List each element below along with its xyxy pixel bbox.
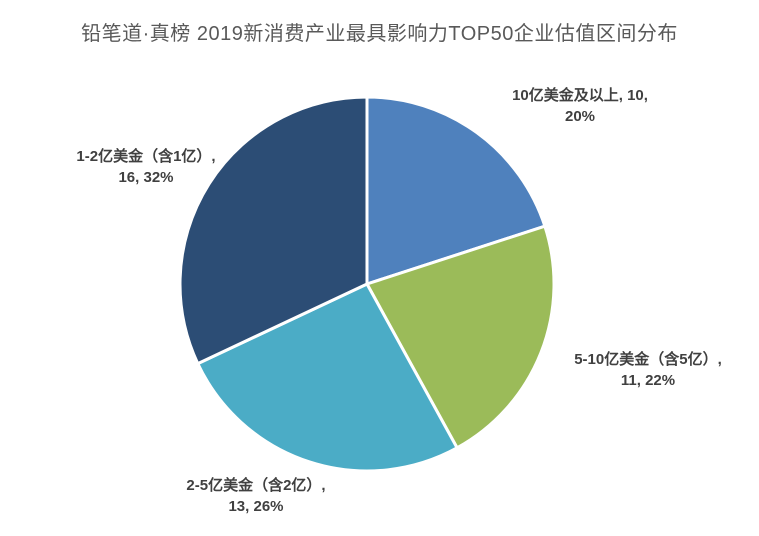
pie-label-slice-2: 2-5亿美金（含2亿）, 13, 26% bbox=[146, 475, 366, 517]
pie-label-line-1: 10亿美金及以上, 10, bbox=[512, 87, 648, 104]
pie-slice-2[interactable] bbox=[196, 282, 459, 473]
pie-label-line-2: 11, 22% bbox=[620, 372, 676, 389]
pie-label-line-1: 2-5亿美金（含2亿）, bbox=[186, 477, 326, 494]
chart-title: 铅笔道·真榜 2019新消费产业最具影响力TOP50企业估值区间分布 bbox=[81, 23, 678, 45]
pie-label-slice-3: 1-2亿美金（含1亿）, 16, 32% bbox=[36, 146, 256, 188]
pie-label-line-1: 5-10亿美金（含5亿）, bbox=[574, 351, 722, 368]
pie-label-line-2: 20% bbox=[564, 108, 596, 125]
pie-slice-0[interactable] bbox=[365, 95, 547, 286]
pie-label-line-2: 16, 32% bbox=[118, 169, 174, 186]
pie-slice-3[interactable] bbox=[178, 95, 369, 366]
pie-label-slice-0: 10亿美金及以上, 10, 20% bbox=[470, 85, 690, 127]
pie-label-line-1: 1-2亿美金（含1亿）, bbox=[76, 148, 216, 165]
pie-label-line-2: 13, 26% bbox=[228, 498, 284, 515]
pie-label-slice-1: 5-10亿美金（含5亿）, 11, 22% bbox=[538, 349, 758, 391]
pie-slice-1[interactable] bbox=[365, 224, 556, 450]
